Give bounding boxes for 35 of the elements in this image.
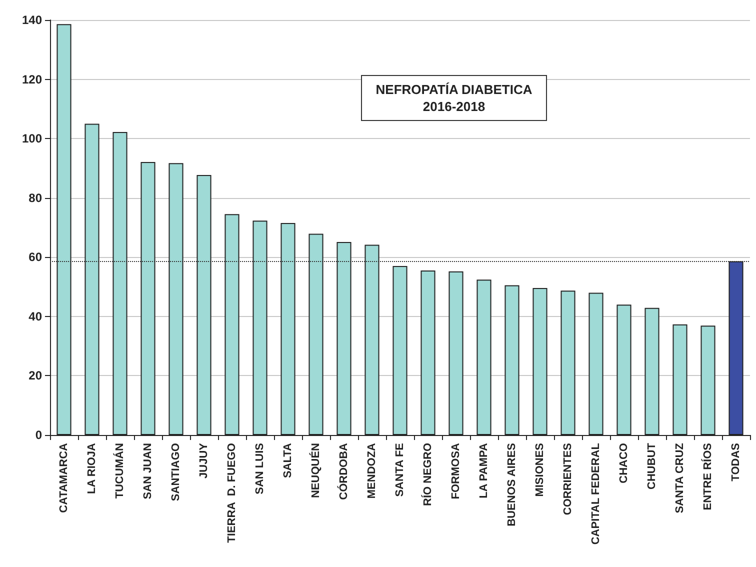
x-tick-label: BUENOS AIRES xyxy=(506,443,518,526)
y-tick-label: 140 xyxy=(22,13,42,27)
x-tick-label: TIERRA D. FUEGO xyxy=(226,442,238,543)
x-tick-label: SALTA xyxy=(282,442,294,478)
x-tick-label: SANTA FE xyxy=(394,443,406,497)
x-tick-label: LA PAMPA xyxy=(478,442,490,498)
x-tick-label: NEUQUÉN xyxy=(309,442,322,498)
x-tick-label: RÍO NEGRO xyxy=(421,442,434,506)
x-tick-label: CHUBUT xyxy=(646,442,658,490)
x-tick-label: CHACO xyxy=(618,442,630,484)
y-tick-label: 20 xyxy=(28,368,42,383)
text: 2016-2018 xyxy=(422,99,486,114)
x-tick-label: CORRIENTES xyxy=(562,443,574,516)
y-tick-label: 100 xyxy=(22,132,42,146)
x-tick-label: CAPITAL FEDERAL xyxy=(590,442,602,545)
x-tick-label: JUJUY xyxy=(198,442,210,478)
x-tick-label: CATAMARCA xyxy=(58,442,70,513)
x-tick-label: CÓRDOBA xyxy=(337,442,350,500)
text: NEFROPATÍA DIABETICA xyxy=(376,82,533,97)
x-tick-label: TUCUMÁN xyxy=(113,442,126,499)
x-tick-label: TODAS xyxy=(730,443,742,482)
y-tick-label: 60 xyxy=(28,250,42,264)
x-tick-label: MISIONES xyxy=(534,443,546,497)
x-tick-label: SANTA CRUZ xyxy=(674,442,686,514)
x-tick-label: SAN JUAN xyxy=(142,442,154,500)
x-tick-label: SAN LUIS xyxy=(254,443,266,494)
y-tick-label: 0 xyxy=(35,428,42,442)
x-tick-label: FORMOSA xyxy=(450,442,462,500)
x-tick-label: MENDOZA xyxy=(366,442,378,499)
y-tick-label: 120 xyxy=(22,72,42,86)
y-tick-label: 40 xyxy=(28,309,42,324)
x-tick-label: SANTIAGO xyxy=(170,442,182,502)
x-tick-label: LA RIOJA xyxy=(86,442,98,494)
y-tick-label: 80 xyxy=(28,190,42,205)
x-tick-label: ENTRE RÍOS xyxy=(701,443,714,510)
